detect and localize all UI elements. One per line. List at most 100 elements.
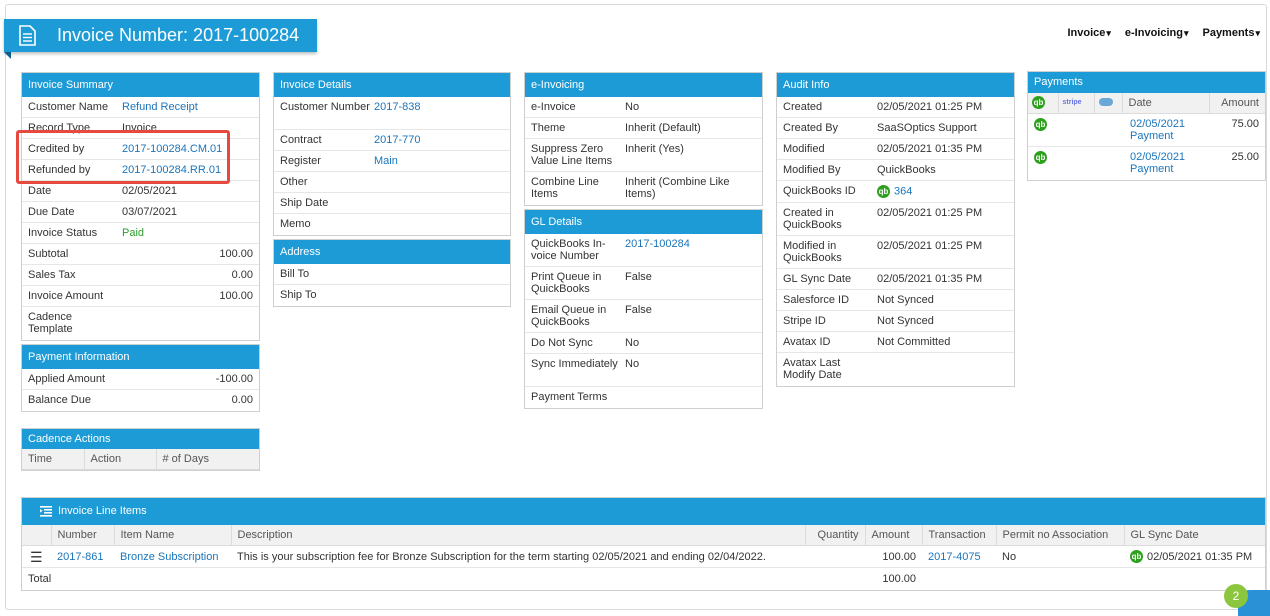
quickbooks-icon: qb (1034, 150, 1047, 164)
refunded-by-link[interactable]: 2017-100284.RR.01 (122, 164, 222, 176)
kv-row: Stripe ID Not Synced (777, 311, 1014, 332)
kv-row: Sync Immediately No (525, 354, 762, 387)
menu-invoice[interactable]: Invoice (1067, 27, 1110, 39)
table-row: ☰ 2017-861 Bronze Subscription This is y… (22, 546, 1265, 568)
address-head: Address (274, 240, 510, 264)
invoice-summary-panel: Invoice Summary Customer Name Refund Rece… (21, 72, 260, 341)
banner-fold (4, 52, 11, 59)
kv-row: Invoice Amount 100.00 (22, 286, 259, 307)
stripe-icon: stripe (1062, 99, 1082, 107)
menu-e-invoicing[interactable]: e-Invoicing (1125, 27, 1189, 39)
kv-row: Balance Due 0.00 (28, 394, 253, 406)
kv-row: Email Queue in QuickBooks False (525, 300, 762, 333)
kv-row: e-Invoice No (525, 97, 762, 118)
payment-link[interactable]: 02/05/2021 Payment (1130, 150, 1186, 175)
quickbooks-id-link[interactable]: 364 (894, 185, 913, 198)
line-items-title: Invoice Line Items (58, 505, 147, 517)
audit-info-panel: Audit Info Created 02/05/2021 01:25 PM Cr… (776, 72, 1015, 387)
col-handle (22, 525, 52, 546)
col-amount[interactable]: Amount (1209, 93, 1265, 114)
cloud-sync-icon (1098, 97, 1113, 106)
transaction-link[interactable]: 2017-4075 (928, 550, 981, 563)
kv-row: Bill To (274, 264, 510, 285)
line-items-head: Invoice Line Items (22, 498, 1265, 525)
contract-link[interactable]: 2017-770 (374, 134, 421, 146)
col-transaction[interactable]: Transaction (922, 525, 997, 546)
kv-row: Customer Name Refund Receipt (22, 97, 259, 118)
payment-row: qb 02/05/2021 Payment 25.00 (1034, 150, 1259, 175)
payment-row: qb 02/05/2021 Payment 75.00 (1028, 114, 1265, 147)
title-banner: Invoice Number: 2017-100284 (4, 19, 317, 52)
page-title: Invoice Number: 2017-100284 (57, 25, 300, 45)
customer-number-link[interactable]: 2017-838 (374, 101, 421, 113)
kv-row: Refunded by 2017-100284.RR.01 (22, 160, 259, 181)
col-description[interactable]: Description (231, 525, 806, 546)
kv-row: GL Sync Date 02/05/2021 01:35 PM (777, 269, 1014, 290)
kv-row: Ship Date (274, 193, 510, 214)
credited-by-link[interactable]: 2017-100284.CM.01 (122, 143, 223, 155)
kv-row: Applied Amount -100.00 (22, 369, 259, 390)
gl-details-panel: GL Details QuickBooks In-voice Number 201… (524, 209, 763, 409)
col-amount[interactable]: Amount (865, 525, 923, 546)
audit-info-head: Audit Info (777, 73, 1014, 97)
col-stripe[interactable]: stripe (1058, 93, 1095, 114)
col-gl-sync-date[interactable]: GL Sync Date (1124, 525, 1265, 546)
quickbooks-invoice-link[interactable]: 2017-100284 (625, 238, 690, 250)
kv-row: Created By SaaSOptics Support (777, 118, 1014, 139)
highlight-box (16, 130, 230, 184)
kv-row: Avatax ID Not Committed (777, 332, 1014, 353)
kv-row: Sales Tax 0.00 (22, 265, 259, 286)
kv-row: Combine Line Items Inherit (Combine Like … (531, 176, 730, 200)
invoice-line-items-panel: Invoice Line Items Number Item Name Desc… (21, 497, 1266, 591)
kv-row: Cadence Template (28, 311, 73, 335)
col-sync[interactable] (1094, 93, 1123, 114)
e-invoicing-head: e-Invoicing (525, 73, 762, 97)
address-panel: Address Bill To Ship To (273, 239, 511, 307)
kv-row: Created in QuickBooks 02/05/2021 01:25 PM (777, 203, 1014, 236)
col-qb[interactable]: qb (1028, 93, 1059, 114)
e-invoicing-panel: e-Invoicing e-Invoice No Theme Inherit (De… (524, 72, 763, 206)
kv-row: Memo (280, 218, 311, 230)
menu-payments[interactable]: Payments (1202, 27, 1260, 39)
notification-badge[interactable]: 2 (1224, 584, 1248, 608)
top-menu: Invoice e-Invoicing Payments (1067, 27, 1260, 39)
register-link[interactable]: Main (374, 155, 398, 167)
col-time[interactable]: Time (22, 449, 85, 470)
payments-panel: Payments qb stripe Date Amount qb 02/05/… (1027, 71, 1266, 181)
item-name-link[interactable]: Bronze Subscription (120, 550, 219, 563)
col-permit[interactable]: Permit no Association (996, 525, 1125, 546)
kv-row: Do Not Sync No (525, 333, 762, 354)
col-action[interactable]: Action (84, 449, 157, 470)
quickbooks-icon: qb (1130, 550, 1143, 564)
quickbooks-icon: qb (877, 185, 890, 198)
customer-name-link[interactable]: Refund Receipt (122, 101, 198, 113)
invoice-summary-head: Invoice Summary (22, 73, 259, 97)
col-date[interactable]: Date (1122, 93, 1210, 114)
col-quantity[interactable]: Quantity (805, 525, 866, 546)
line-number-link[interactable]: 2017-861 (57, 550, 104, 563)
kv-row: Modified By QuickBooks (777, 160, 1014, 181)
payment-link[interactable]: 02/05/2021 Payment (1130, 117, 1186, 142)
kv-row: Suppress Zero Value Line Items Inherit (Y… (525, 139, 762, 172)
list-indent-icon (40, 505, 52, 517)
kv-row: Ship To (280, 289, 317, 301)
kv-row: Salesforce ID Not Synced (777, 290, 1014, 311)
kv-row: Created 02/05/2021 01:25 PM (777, 97, 1014, 118)
kv-row: Other (274, 172, 510, 193)
total-row: Total 100.00 (28, 572, 916, 585)
col-days[interactable]: # of Days (156, 449, 259, 470)
kv-row: Payment Terms (531, 391, 608, 403)
document-icon (19, 25, 36, 46)
kv-row: QuickBooks In-voice Number 2017-100284 (525, 234, 762, 267)
drag-handle-icon[interactable]: ☰ (30, 548, 43, 565)
col-number[interactable]: Number (51, 525, 115, 546)
kv-row: Theme Inherit (Default) (525, 118, 762, 139)
kv-row: Date 02/05/2021 (22, 181, 259, 202)
invoice-details-panel: Invoice Details Customer Number 2017-838 … (273, 72, 511, 236)
status-badge: Paid (122, 227, 145, 239)
payment-information-panel: Payment Information Applied Amount -100.0… (21, 344, 260, 412)
kv-row: Invoice Status Paid (22, 223, 259, 244)
col-item-name[interactable]: Item Name (114, 525, 232, 546)
payments-head: Payments (1028, 72, 1265, 93)
quickbooks-icon: qb (1032, 96, 1045, 110)
